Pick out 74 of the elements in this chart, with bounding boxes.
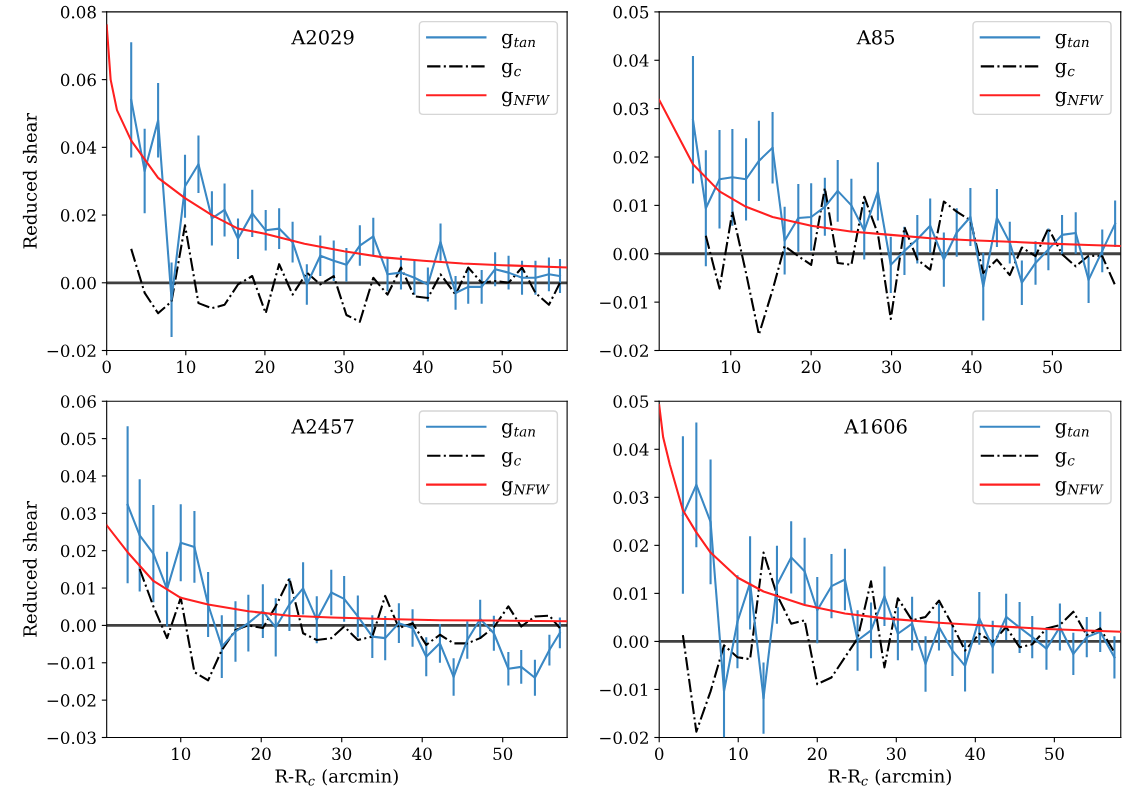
legend-label: g$_{NFW}$ — [1055, 91, 1104, 107]
x-tick-label: 40 — [965, 747, 985, 761]
y-tick-label: −0.02 — [47, 344, 96, 358]
legend-label: g$_{tan}$ — [1055, 423, 1089, 438]
x-tick-label: 50 — [493, 360, 512, 374]
text: A2029 — [291, 29, 354, 45]
x-tick-label: 20 — [255, 360, 275, 374]
x-tick-label: 50 — [1043, 360, 1062, 374]
text: A85 — [856, 29, 895, 45]
x-tick-label: 0 — [102, 360, 111, 374]
y-tick-label: 0.06 — [60, 73, 96, 87]
x-tick-label: 40 — [961, 360, 982, 374]
legend-label: g$_{NFW}$ — [501, 91, 550, 107]
x-axis-title: R-R$_{c}$ (arcmin) — [275, 768, 398, 786]
x-axis-title: R-R$_{c}$ (arcmin) — [828, 768, 951, 786]
legend-label: g$_{c}$ — [501, 62, 521, 78]
x-tick-label: 30 — [334, 360, 354, 374]
y-tick-label: 0.00 — [60, 276, 96, 290]
y-tick-label: 0.02 — [613, 539, 648, 552]
y-tick-label: 0.02 — [60, 209, 96, 222]
x-tick-label: 30 — [882, 360, 902, 374]
y-tick-label: −0.01 — [600, 296, 648, 309]
y-tick-label: −0.02 — [47, 694, 96, 707]
text: A2457 — [291, 419, 354, 434]
y-tick-label: 0.01 — [613, 587, 648, 600]
legend-label: g$_{c}$ — [501, 452, 521, 467]
x-tick-label: 20 — [801, 360, 821, 374]
y-tick-label: −0.02 — [600, 731, 648, 745]
y-tick-label: 0.04 — [613, 443, 649, 456]
y-tick-label: 0.02 — [613, 150, 648, 164]
y-tick-label: 0.03 — [613, 102, 649, 116]
y-tick-label: 0.01 — [613, 199, 648, 212]
legend-label: g$_{NFW}$ — [501, 480, 550, 496]
legend-label: g$_{tan}$ — [501, 33, 536, 49]
x-tick-label: 10 — [729, 747, 748, 761]
x-tick-label: 30 — [332, 747, 352, 761]
x-tick-label: 50 — [493, 747, 513, 761]
y-tick-label: 0.04 — [613, 54, 649, 67]
y-axis-title: Reduced shear — [22, 501, 37, 637]
y-axis-title: Reduced shear — [22, 112, 37, 249]
y-tick-label: −0.02 — [600, 344, 648, 358]
y-tick-label: 0.05 — [613, 395, 649, 408]
x-tick-label: 0 — [655, 747, 664, 761]
y-tick-label: 0.01 — [60, 582, 95, 595]
x-tick-label: 30 — [886, 747, 906, 761]
legend-label: g$_{tan}$ — [501, 423, 536, 438]
y-tick-label: 0.03 — [613, 491, 649, 504]
y-tick-label: 0.05 — [613, 5, 649, 19]
y-tick-label: 0.04 — [60, 469, 97, 483]
y-tick-label: 0.05 — [60, 432, 96, 446]
legend-label: g$_{NFW}$ — [1055, 480, 1104, 496]
x-tick-label: 40 — [413, 360, 433, 374]
y-tick-label: 0.04 — [60, 141, 97, 154]
x-tick-label: 40 — [412, 747, 432, 761]
y-tick-label: −0.01 — [600, 683, 648, 697]
y-tick-label: 0.08 — [60, 5, 96, 19]
y-tick-label: 0.00 — [613, 635, 649, 648]
legend-label: g$_{tan}$ — [1055, 33, 1089, 49]
y-tick-label: 0.00 — [613, 247, 649, 261]
x-tick-label: 10 — [177, 360, 196, 374]
y-tick-label: 0.02 — [60, 544, 96, 558]
y-tick-label: −0.01 — [47, 656, 95, 670]
text: A1606 — [844, 419, 907, 434]
x-tick-label: 20 — [251, 747, 271, 761]
y-tick-label: 0.03 — [60, 507, 96, 520]
legend-label: g$_{c}$ — [1055, 62, 1075, 78]
y-tick-label: −0.03 — [47, 731, 96, 745]
x-tick-label: 10 — [722, 360, 741, 374]
x-tick-label: 20 — [807, 747, 827, 761]
y-tick-label: 0.00 — [60, 619, 96, 632]
x-tick-label: 10 — [172, 747, 191, 761]
y-tick-label: 0.06 — [60, 395, 96, 408]
legend-label: g$_{c}$ — [1055, 452, 1075, 467]
x-tick-label: 50 — [1045, 747, 1064, 761]
